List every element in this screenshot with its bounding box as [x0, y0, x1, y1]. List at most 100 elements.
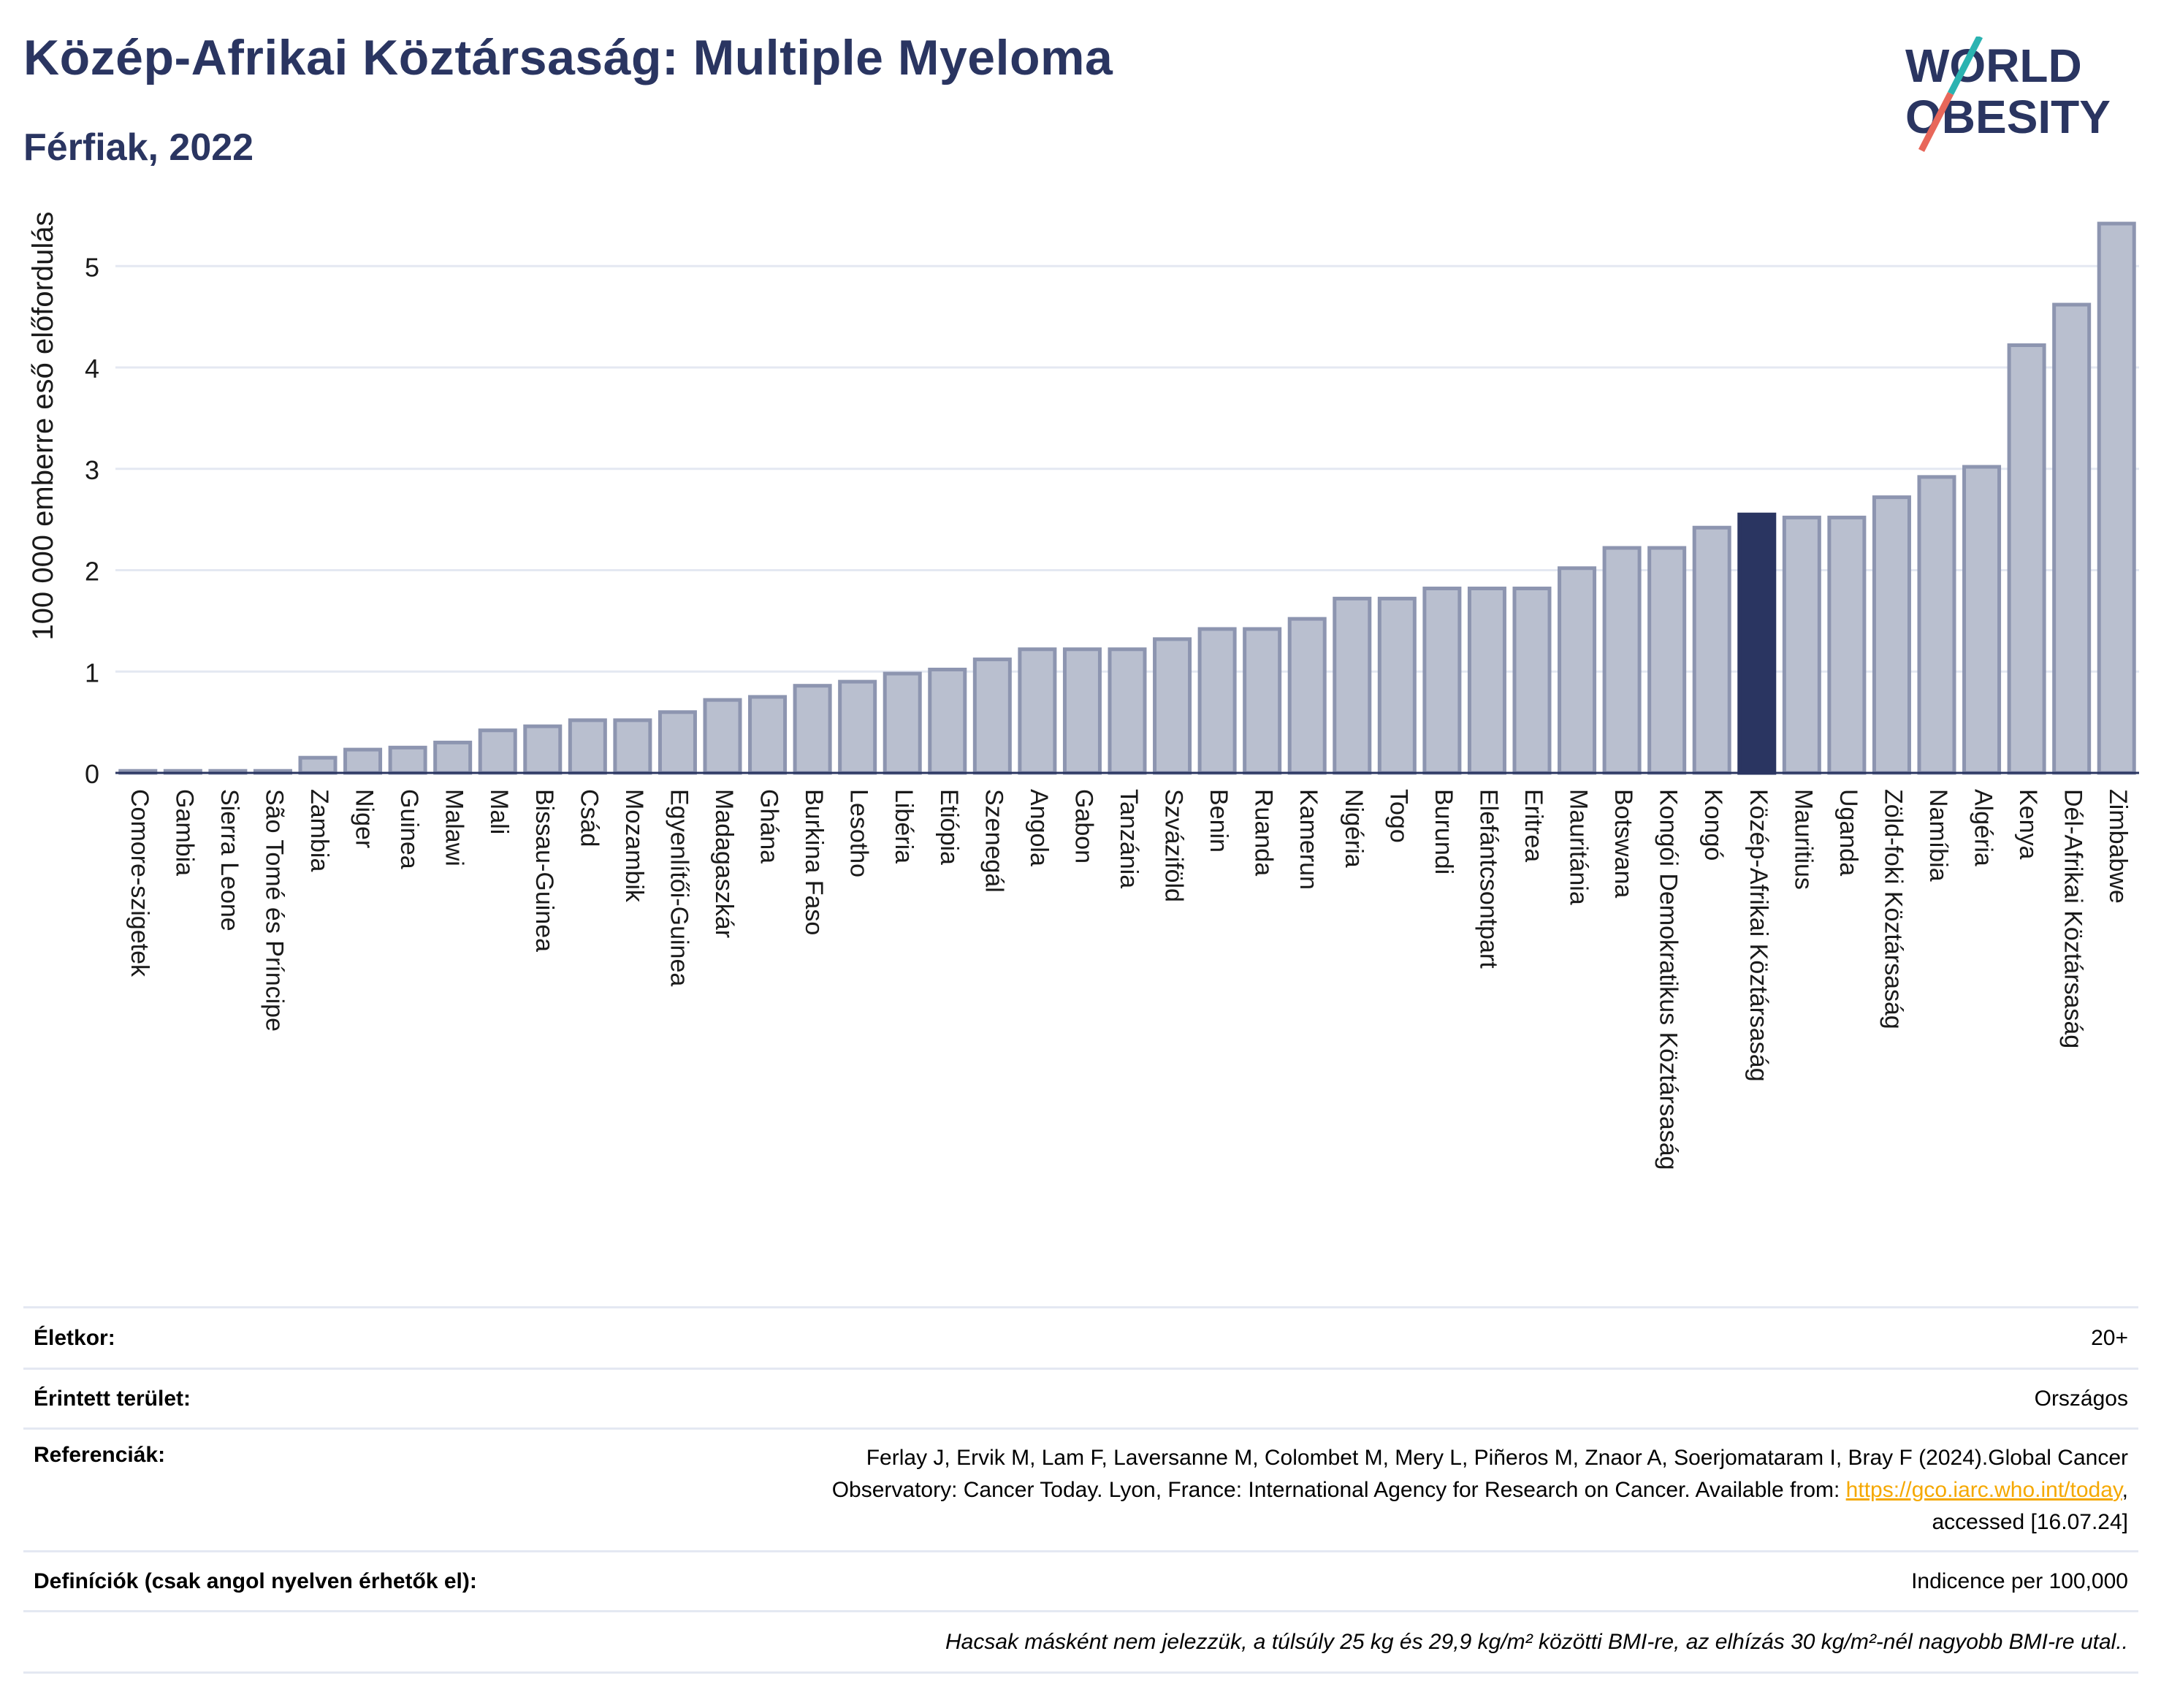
bar [1602, 546, 1642, 775]
bar [1153, 637, 1192, 775]
meta-value-area: Országos [574, 1368, 2138, 1429]
bar-chart: 0 1 2 3 4 5 Comore-szigetek Gambia Sierra Leone… [27, 211, 2139, 1170]
bar [793, 684, 832, 775]
x-tick-label: Libéria [890, 789, 918, 863]
meta-row-age: Életkor: 20+ [23, 1306, 2138, 1369]
bar [658, 710, 697, 775]
bar [1287, 617, 1327, 775]
x-tick-label: Szváziföld [1160, 789, 1188, 902]
x-tick-label: São Tomé és Príncipe [260, 789, 288, 1032]
x-tick-label: Mozambik [620, 789, 648, 903]
bar [838, 679, 877, 775]
x-tick-label: Niger [351, 789, 378, 848]
x-tick-label: Nigéria [1340, 789, 1368, 868]
x-tick-label: Botswana [1609, 789, 1637, 898]
bar [2052, 302, 2092, 775]
bar [433, 740, 473, 775]
bar [1512, 586, 1552, 775]
y-tick-label: 2 [85, 557, 99, 587]
logo-slash-teal [1947, 37, 1983, 96]
meta-value-note: Hacsak másként nem jelezzük, a túlsúly 2… [574, 1610, 2138, 1674]
x-tick-label: Algéria [1970, 789, 1997, 866]
x-tick-label: Zöld-foki Köztársaság [1879, 789, 1907, 1029]
bar [613, 718, 652, 775]
x-tick-label: Togo [1384, 789, 1412, 843]
x-tick-label: Burundi [1430, 789, 1457, 874]
bar [1782, 515, 1821, 775]
world-obesity-logo: WORLD OBESITY [1905, 37, 2111, 153]
bar [748, 695, 788, 775]
bar [1333, 596, 1372, 775]
x-tick-label: Ruanda [1250, 789, 1278, 876]
bars [118, 221, 2136, 775]
x-tick-label: Ghána [755, 789, 783, 863]
bar [2007, 343, 2046, 775]
x-tick-label: Uganda [1834, 789, 1862, 876]
ref-line-3: accessed [16.07.24] [1932, 1509, 2128, 1534]
ref-link[interactable]: https://gco.iarc.who.int/today [1845, 1477, 2122, 1502]
x-tick-label: Etiópia [935, 789, 963, 865]
meta-label-area: Érintett terület: [23, 1368, 575, 1429]
meta-label-age: Életkor: [23, 1306, 575, 1369]
bar [1422, 586, 1462, 775]
y-tick-label: 1 [85, 657, 99, 687]
bar [1692, 525, 1731, 775]
x-tick-label: Mauritánia [1565, 789, 1593, 905]
bar [1558, 566, 1597, 775]
y-axis-ticks: 0 1 2 3 4 5 [85, 252, 99, 789]
bar [972, 657, 1012, 775]
meta-label-refs: Referenciák: [23, 1427, 575, 1552]
x-tick-label: Tanzánia [1115, 789, 1143, 888]
bar [1962, 465, 2002, 775]
x-tick-label: Egyenlítői-Guinea [665, 789, 693, 986]
x-tick-label: Kongói Demokratikus Köztársaság [1655, 789, 1682, 1170]
chart-subtitle: Férfiak, 2022 [23, 126, 254, 169]
x-tick-label: Mali [485, 789, 513, 834]
logo-slash-red [1918, 91, 1954, 153]
x-tick-label: Sierra Leone [216, 789, 243, 931]
bar [1872, 495, 1911, 775]
meta-value-age: 20+ [574, 1306, 2138, 1369]
bar [928, 667, 967, 775]
x-tick-label: Mauritius [1789, 789, 1817, 890]
x-tick-label: Namíbia [1924, 789, 1952, 882]
bar [703, 698, 742, 775]
bar [1197, 627, 1237, 775]
metadata-table: Életkor: 20+ Érintett terület: Országos … [23, 1306, 2138, 1674]
meta-value-refs: Ferlay J, Ervik M, Lam F, Laversanne M, … [574, 1427, 2138, 1552]
logo-word-world: WORLD [1905, 39, 2082, 92]
bar [1917, 475, 1956, 775]
bar [343, 747, 383, 775]
y-tick-label: 4 [85, 354, 99, 384]
x-tick-label: Malawi [441, 789, 468, 866]
bar [1018, 647, 1057, 775]
bar [2097, 221, 2136, 775]
bar [298, 755, 338, 775]
bar [478, 728, 517, 775]
x-tick-label: Benin [1205, 789, 1232, 853]
bar [1647, 546, 1687, 775]
ref-line-2: Observatory: Cancer Today. Lyon, France:… [831, 1477, 1846, 1502]
meta-row-refs: Referenciák: Ferlay J, Ervik M, Lam F, L… [23, 1427, 2138, 1552]
x-tick-label: Kenya [2014, 789, 2042, 859]
x-tick-label: Madagaszkár [710, 789, 738, 938]
x-tick-label: Szenegál [980, 789, 1007, 893]
bar [1377, 596, 1417, 775]
x-tick-label: Eritrea [1520, 789, 1547, 862]
bar [523, 724, 563, 775]
bar [1243, 627, 1282, 775]
bar [388, 745, 427, 775]
bar [1467, 586, 1506, 775]
x-tick-label: Kongó [1699, 789, 1727, 861]
y-tick-label: 3 [85, 455, 99, 485]
meta-value-defs: Indicence per 100,000 [574, 1550, 2138, 1612]
x-tick-label: Dél-Afrikai Köztársaság [2059, 789, 2087, 1048]
x-tick-label: Lesotho [845, 789, 873, 877]
y-tick-label: 0 [85, 759, 99, 789]
bar [1827, 515, 1867, 775]
x-tick-label: Bissau-Guinea [530, 789, 558, 952]
bar [568, 718, 607, 775]
bar [1062, 647, 1102, 775]
x-tick-label: Angola [1025, 789, 1053, 866]
x-tick-label: Zambia [305, 789, 333, 872]
